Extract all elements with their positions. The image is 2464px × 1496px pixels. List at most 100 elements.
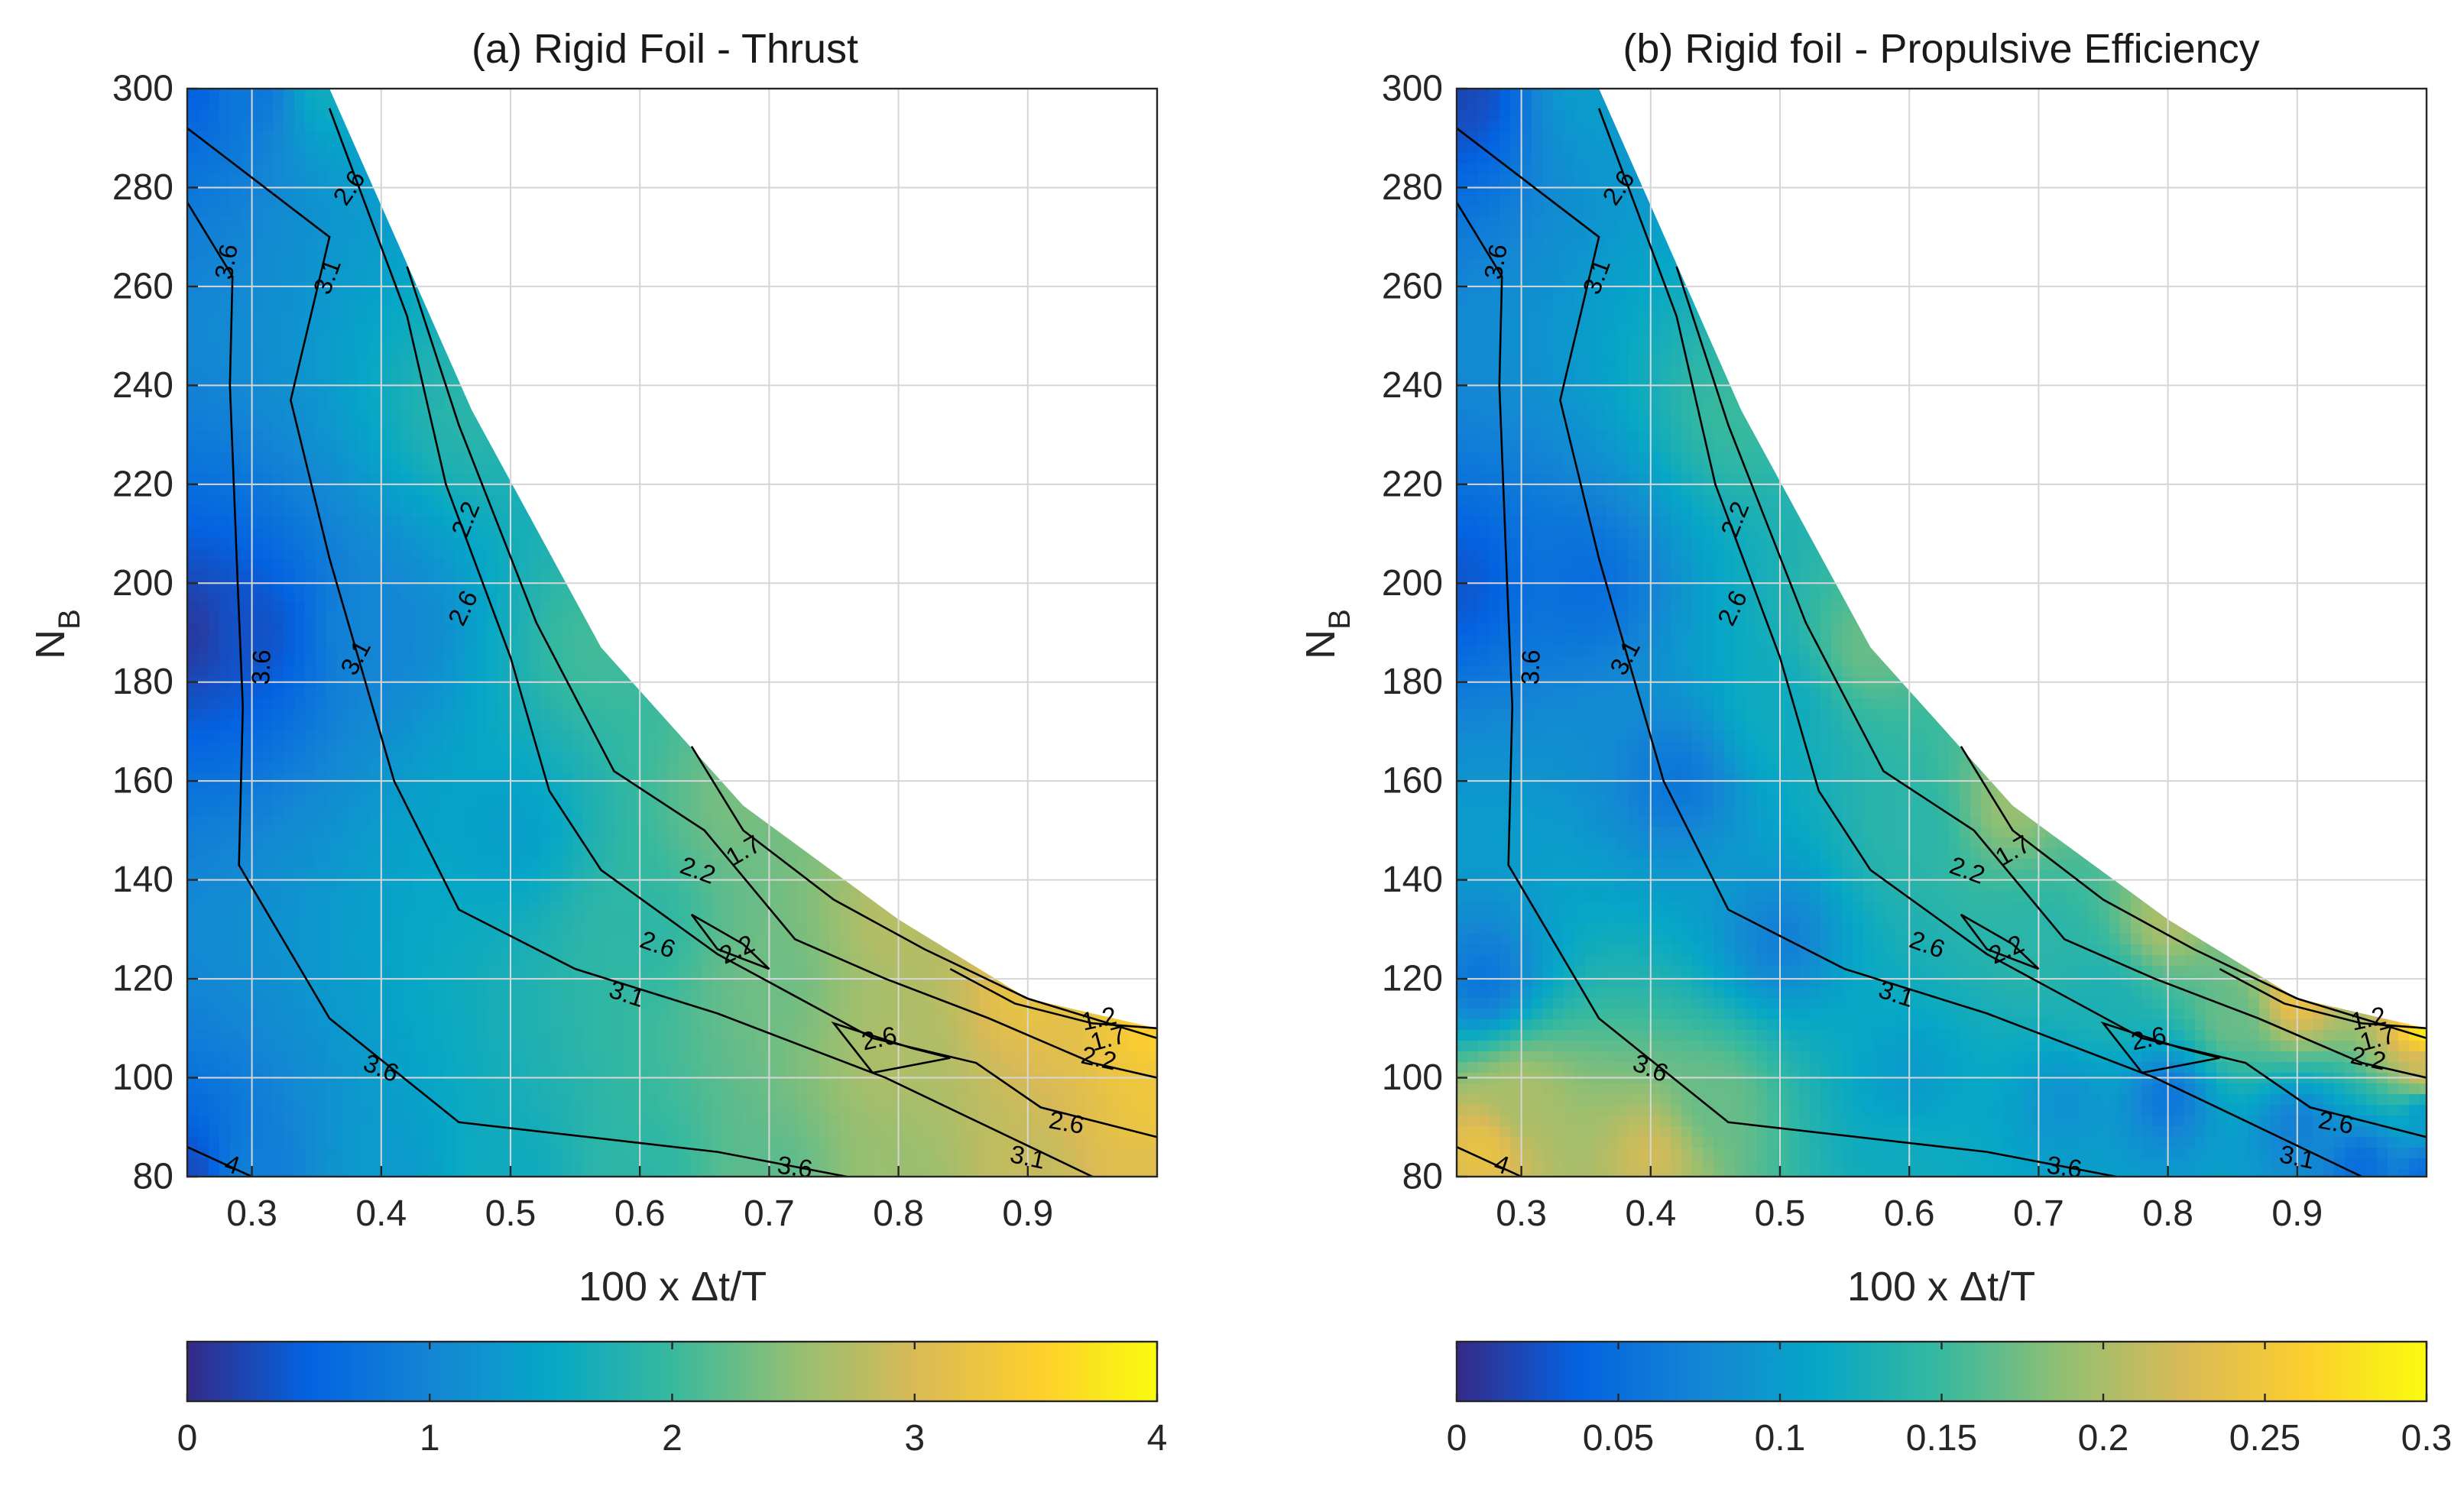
field-cell xyxy=(701,399,712,410)
field-cell xyxy=(637,356,648,368)
field-cell xyxy=(904,549,916,560)
field-cell xyxy=(915,89,926,100)
field-cell xyxy=(979,538,990,549)
field-cell xyxy=(701,431,712,442)
field-cell xyxy=(358,527,370,539)
field-cell xyxy=(391,474,402,485)
field-cell xyxy=(861,270,873,282)
field-cell xyxy=(572,656,584,667)
field-cell xyxy=(572,623,584,635)
field-cell xyxy=(1140,228,1151,239)
field-cell xyxy=(744,463,755,474)
field-cell xyxy=(198,463,209,474)
field-cell xyxy=(273,581,284,592)
field-cell xyxy=(487,238,498,250)
field-cell xyxy=(776,99,787,111)
field-cell xyxy=(326,196,338,207)
field-cell xyxy=(958,527,969,539)
field-cell xyxy=(1129,549,1140,560)
field-cell xyxy=(776,538,787,549)
field-cell xyxy=(968,399,980,410)
field-cell xyxy=(498,452,509,464)
field-cell xyxy=(968,367,980,378)
field-cell xyxy=(851,516,862,528)
field-cell xyxy=(1097,602,1108,614)
field-cell xyxy=(754,292,766,303)
field-cell xyxy=(1086,559,1097,571)
field-cell xyxy=(305,345,316,357)
field-cell xyxy=(594,506,605,517)
field-cell xyxy=(284,527,295,539)
field-cell xyxy=(1140,474,1151,485)
field-cell xyxy=(722,185,734,196)
field-cell xyxy=(401,442,413,453)
field-cell xyxy=(455,260,466,271)
field-cell xyxy=(1107,164,1119,175)
field-cell xyxy=(669,89,680,100)
field-cell xyxy=(1033,174,1044,186)
field-cell xyxy=(744,410,755,421)
field-cell xyxy=(904,399,916,410)
field-cell xyxy=(519,185,530,196)
field-cell xyxy=(883,559,894,571)
field-cell xyxy=(498,602,509,614)
field-cell xyxy=(594,570,605,581)
field-cell xyxy=(701,206,712,218)
field-cell xyxy=(658,260,669,271)
field-cell xyxy=(530,463,541,474)
field-cell xyxy=(851,570,862,581)
field-cell xyxy=(326,538,338,549)
field-cell xyxy=(1075,645,1087,656)
field-cell xyxy=(198,228,209,239)
field-cell xyxy=(904,570,916,581)
field-cell xyxy=(273,110,284,121)
field-cell xyxy=(1097,506,1108,517)
field-cell xyxy=(1118,645,1130,656)
field-cell xyxy=(926,270,937,282)
field-cell xyxy=(326,324,338,335)
field-cell xyxy=(947,410,958,421)
field-cell xyxy=(647,645,659,656)
field-cell xyxy=(840,367,851,378)
field-cell xyxy=(915,206,926,218)
field-cell xyxy=(765,634,776,646)
field-cell xyxy=(230,89,242,100)
field-cell xyxy=(786,570,798,581)
field-cell xyxy=(187,89,199,100)
field-cell xyxy=(358,538,370,549)
field-cell xyxy=(551,292,563,303)
field-cell xyxy=(1140,516,1151,528)
field-cell xyxy=(251,613,263,624)
field-cell xyxy=(519,549,530,560)
field-cell xyxy=(198,377,209,389)
field-cell xyxy=(540,228,552,239)
field-cell xyxy=(679,324,691,335)
field-cell xyxy=(1118,164,1130,175)
field-cell xyxy=(551,420,563,432)
field-cell xyxy=(562,527,573,539)
field-cell xyxy=(401,142,413,154)
field-cell xyxy=(198,506,209,517)
field-cell xyxy=(1054,164,1065,175)
field-cell xyxy=(540,292,552,303)
field-cell xyxy=(840,303,851,314)
field-cell xyxy=(861,431,873,442)
field-cell xyxy=(284,303,295,314)
field-cell xyxy=(1054,324,1065,335)
field-cell xyxy=(230,623,242,635)
field-cell xyxy=(829,634,841,646)
field-cell xyxy=(669,538,680,549)
field-cell xyxy=(626,581,637,592)
field-cell xyxy=(744,516,755,528)
field-cell xyxy=(808,121,819,132)
field-cell xyxy=(926,89,937,100)
field-cell xyxy=(187,549,199,560)
field-cell xyxy=(1129,367,1140,378)
field-cell xyxy=(819,345,830,357)
field-cell xyxy=(369,324,381,335)
field-cell xyxy=(198,527,209,539)
field-cell xyxy=(936,666,948,678)
field-cell xyxy=(519,303,530,314)
field-cell xyxy=(829,645,841,656)
field-cell xyxy=(241,431,252,442)
